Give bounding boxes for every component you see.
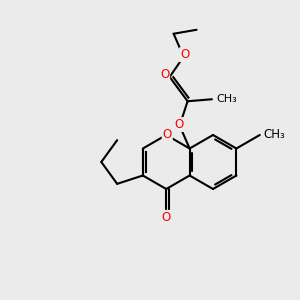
Text: O: O: [180, 48, 189, 61]
Text: O: O: [163, 128, 172, 142]
Text: O: O: [174, 118, 183, 131]
Text: CH₃: CH₃: [264, 128, 286, 140]
Text: O: O: [160, 68, 169, 81]
Text: O: O: [162, 211, 171, 224]
Text: CH₃: CH₃: [216, 94, 237, 104]
